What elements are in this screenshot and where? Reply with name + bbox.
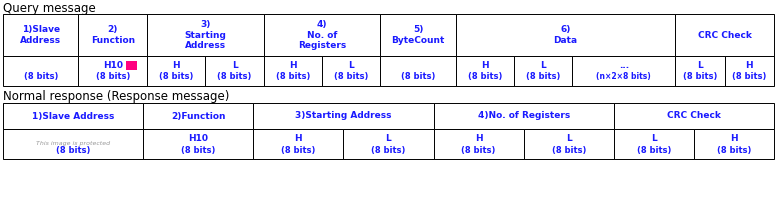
Bar: [725, 56, 774, 86]
Bar: [456, 14, 675, 56]
Bar: [573, 56, 675, 86]
Text: (8 bits): (8 bits): [281, 145, 315, 154]
Bar: [143, 103, 253, 129]
Text: L: L: [540, 61, 546, 70]
Text: (8 bits): (8 bits): [462, 145, 496, 154]
Bar: [380, 56, 456, 86]
Text: (8 bits): (8 bits): [218, 73, 252, 82]
Bar: [147, 56, 205, 86]
Bar: [253, 129, 343, 159]
Bar: [524, 129, 614, 159]
Bar: [434, 129, 524, 159]
Text: H10: H10: [188, 134, 208, 143]
Text: (8 bits): (8 bits): [636, 145, 671, 154]
Text: H10: H10: [103, 61, 123, 70]
Bar: [322, 56, 380, 86]
Bar: [3, 56, 78, 86]
Bar: [3, 103, 143, 129]
Text: 4)No. of Registers: 4)No. of Registers: [478, 111, 570, 121]
Bar: [253, 103, 434, 129]
Bar: [143, 129, 253, 159]
Bar: [263, 56, 322, 86]
Text: (8 bits): (8 bits): [56, 145, 90, 154]
Text: 6)
Data: 6) Data: [553, 25, 577, 45]
Text: (8 bits): (8 bits): [334, 73, 368, 82]
Text: L: L: [385, 134, 392, 143]
Bar: [434, 103, 614, 129]
Text: Normal response (Response message): Normal response (Response message): [3, 90, 229, 103]
Text: 5)
ByteCount: 5) ByteCount: [392, 25, 444, 45]
Text: L: L: [232, 61, 238, 70]
Text: H: H: [289, 61, 297, 70]
Text: 1)Slave
Address: 1)Slave Address: [20, 25, 61, 45]
Bar: [3, 129, 143, 159]
Text: 3)Starting Address: 3)Starting Address: [295, 111, 392, 121]
Text: L: L: [348, 61, 354, 70]
Bar: [514, 56, 573, 86]
Text: H: H: [730, 134, 737, 143]
Text: (8 bits): (8 bits): [276, 73, 310, 82]
Text: (8 bits): (8 bits): [401, 73, 435, 82]
Bar: [147, 14, 263, 56]
Text: L: L: [697, 61, 702, 70]
Text: 4)
No. of
Registers: 4) No. of Registers: [298, 20, 346, 50]
Text: H: H: [294, 134, 302, 143]
Text: H: H: [172, 61, 180, 70]
Text: 2)
Function: 2) Function: [91, 25, 135, 45]
Text: 2)Function: 2)Function: [171, 111, 225, 121]
Text: ...: ...: [618, 61, 629, 70]
Text: (8 bits): (8 bits): [181, 145, 215, 154]
Text: 1)Slave Address: 1)Slave Address: [32, 111, 114, 121]
Text: (8 bits): (8 bits): [96, 73, 130, 82]
Text: H: H: [481, 61, 489, 70]
Text: (8 bits): (8 bits): [468, 73, 502, 82]
Text: 3)
Starting
Address: 3) Starting Address: [184, 20, 226, 50]
Text: (8 bits): (8 bits): [159, 73, 193, 82]
Bar: [263, 14, 380, 56]
Bar: [78, 56, 147, 86]
Text: (8 bits): (8 bits): [23, 73, 58, 82]
Text: Query message: Query message: [3, 2, 96, 15]
Bar: [380, 14, 456, 56]
Text: (n×2×8 bits): (n×2×8 bits): [597, 73, 651, 82]
Text: L: L: [651, 134, 657, 143]
Bar: [3, 14, 78, 56]
Bar: [127, 61, 138, 70]
Text: (8 bits): (8 bits): [683, 73, 717, 82]
Bar: [614, 129, 694, 159]
Text: (8 bits): (8 bits): [371, 145, 406, 154]
Text: (8 bits): (8 bits): [526, 73, 560, 82]
Text: This image is protected: This image is protected: [36, 141, 110, 147]
Bar: [675, 14, 774, 56]
Bar: [694, 129, 774, 159]
Bar: [456, 56, 514, 86]
Text: H: H: [745, 61, 753, 70]
Bar: [78, 14, 147, 56]
Text: CRC Check: CRC Check: [667, 111, 721, 121]
Text: CRC Check: CRC Check: [698, 31, 751, 40]
Text: (8 bits): (8 bits): [552, 145, 586, 154]
Bar: [675, 56, 725, 86]
Bar: [343, 129, 434, 159]
Bar: [205, 56, 263, 86]
Text: H: H: [475, 134, 483, 143]
Bar: [614, 103, 774, 129]
Text: (8 bits): (8 bits): [732, 73, 766, 82]
Text: (8 bits): (8 bits): [716, 145, 751, 154]
Text: L: L: [566, 134, 572, 143]
